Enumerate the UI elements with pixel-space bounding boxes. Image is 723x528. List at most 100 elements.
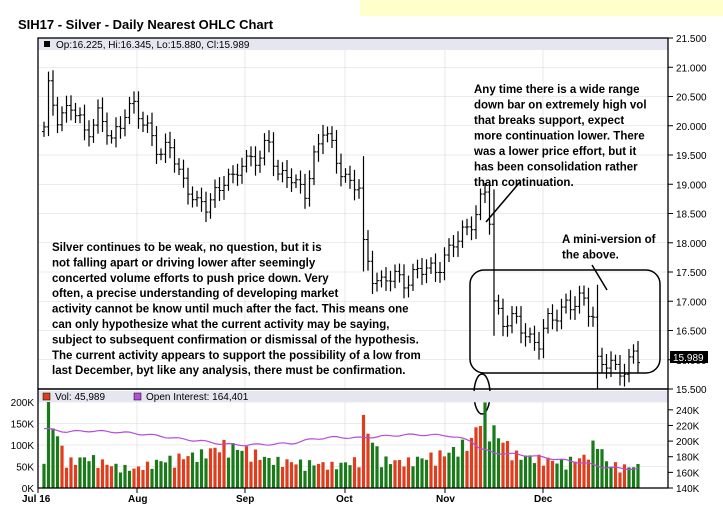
- price-tick-label: 16.500: [676, 327, 707, 338]
- price-tick-label: 20.500: [676, 93, 707, 104]
- volume-bar: [541, 465, 546, 488]
- volume-bar: [240, 450, 244, 488]
- volume-bar: [528, 455, 532, 488]
- volume-bar: [343, 462, 348, 488]
- annotation-line: often, a precise understanding of develo…: [52, 288, 338, 300]
- volume-bar: [393, 460, 397, 488]
- arrow-line-top: [485, 181, 521, 223]
- volume-axes: 200K 150K 100K 50K 0K 240K 220K 200K 180K 160K 140…: [11, 398, 700, 495]
- volume-bar: [244, 446, 249, 488]
- volume-bar: [501, 442, 505, 488]
- volume-bar: [402, 466, 406, 488]
- volume-bar: [330, 461, 334, 488]
- volume-bar: [514, 450, 519, 488]
- volume-bar: [78, 457, 82, 488]
- price-tick-label: 18.000: [676, 239, 707, 250]
- volume-bar: [496, 438, 501, 488]
- volume-bar: [559, 458, 564, 488]
- volume-bar: [379, 467, 384, 488]
- volume-legend-band: [38, 391, 668, 402]
- volume-bar: [141, 470, 145, 488]
- last-price-label: 15.989: [673, 353, 704, 364]
- volume-bar: [550, 460, 555, 488]
- volume-bar: [253, 449, 258, 488]
- volume-bar: [532, 463, 537, 488]
- volume-bar: [154, 459, 159, 488]
- volume-bar: [69, 457, 73, 488]
- volume-bar: [546, 457, 550, 488]
- volume-bar: [600, 449, 604, 488]
- volume-tick-label: 100K: [11, 441, 35, 452]
- volume-bar: [258, 459, 262, 488]
- volume-bar: [276, 456, 280, 488]
- volume-bar: [262, 456, 267, 488]
- volume-bar: [334, 469, 339, 488]
- volume-bar: [136, 466, 141, 488]
- volume-bar: [469, 437, 474, 488]
- price-tick-label: 17.500: [676, 268, 707, 279]
- volume-bar: [438, 450, 442, 488]
- volume-bar: [523, 455, 528, 488]
- volume-bar: [424, 459, 429, 488]
- open-interest-line: [43, 427, 639, 471]
- volume-bar: [433, 465, 438, 488]
- price-tick-label: 19.000: [676, 180, 707, 191]
- volume-bar: [316, 463, 321, 488]
- price-tick-label: 18.500: [676, 210, 707, 221]
- annotation-line: not falling apart or driving lower after…: [52, 257, 316, 269]
- volume-bar: [573, 461, 577, 488]
- volume-bar: [307, 460, 312, 488]
- volume-bar: [199, 449, 204, 488]
- volume-bar: [397, 459, 402, 488]
- volume-bar: [231, 443, 235, 488]
- price-axis: 15.50016.00016.50017.00017.50018.00018.5…: [668, 34, 707, 396]
- consolidation-box: [469, 269, 661, 374]
- volume-bar: [586, 459, 591, 488]
- oi-legend-label: Open Interest: 164,401: [146, 392, 249, 403]
- volume-bar: [172, 467, 177, 488]
- volume-bar: [213, 447, 217, 488]
- volume-bar: [406, 457, 411, 488]
- volume-bar: [280, 467, 285, 488]
- annotation-line: Silver continues to be weak, no question…: [52, 242, 322, 254]
- last-price-tag: [670, 351, 708, 363]
- chart-title: SIH17 - Silver - Daily Nearest OHLC Char…: [18, 17, 274, 32]
- annotation-line: concerted volume efforts to push price d…: [52, 273, 329, 285]
- volume-bars: [42, 402, 640, 488]
- volume-bar: [357, 467, 361, 488]
- volume-bar: [177, 453, 181, 488]
- x-tick-label: Aug: [128, 494, 147, 505]
- x-axis: Jul 16 Aug Sep Oct Nov Dec: [22, 488, 553, 505]
- volume-bar: [384, 456, 388, 488]
- volume-bar: [411, 466, 415, 488]
- volume-bar: [505, 441, 510, 488]
- volume-tick-label: 0K: [22, 484, 35, 495]
- volume-bar: [564, 469, 568, 488]
- volume-bar: [73, 464, 78, 488]
- volume-bar: [451, 447, 456, 488]
- volume-bar: [114, 463, 118, 488]
- volume-tick-label: 200K: [11, 398, 35, 409]
- volume-bar: [51, 428, 55, 488]
- volume-bar: [388, 464, 393, 488]
- volume-bar: [60, 445, 64, 488]
- price-bars: [42, 70, 640, 389]
- oi-tick-label: 220K: [676, 421, 700, 432]
- volume-bar: [42, 463, 46, 488]
- volume-bar: [289, 462, 294, 488]
- annotation-line: has been consolidation rather: [474, 162, 638, 174]
- volume-bar: [235, 449, 240, 488]
- volume-bar: [285, 459, 289, 488]
- x-tick-label: Sep: [236, 494, 254, 505]
- volume-bar: [568, 456, 573, 488]
- volume-bar: [46, 402, 51, 488]
- volume-bar: [208, 448, 213, 488]
- volume-bar: [132, 468, 136, 488]
- price-tick-label: 19.500: [676, 151, 707, 162]
- volume-tick-label: 150K: [11, 420, 35, 431]
- annotation-top-right: Any time there is a wide range down bar o…: [473, 84, 647, 189]
- volume-bar: [465, 450, 469, 488]
- volume-bar: [325, 469, 330, 488]
